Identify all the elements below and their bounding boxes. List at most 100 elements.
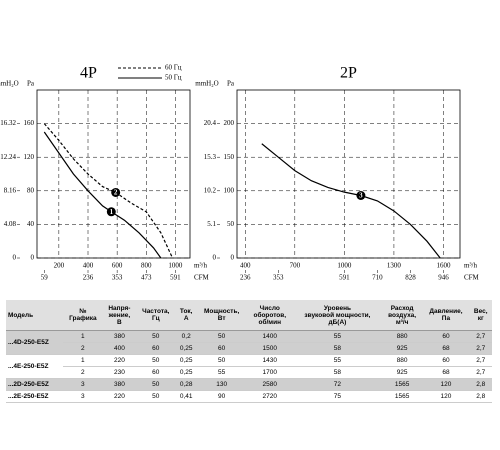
table-cell: 50 (196, 354, 247, 367)
table-cell: 2,7 (469, 342, 492, 355)
table-cell: 60 (135, 342, 176, 355)
plot-frame (236, 89, 461, 259)
y-tick-label: 80 (27, 186, 35, 194)
column-header: Число оборотов, об/мин (246, 300, 293, 331)
x-tick-label: 600 (112, 262, 123, 270)
table-cell: 0,28 (175, 378, 197, 391)
table-cell: 3 (62, 378, 103, 391)
table-cell: 60 (135, 366, 176, 379)
table-cell: 2580 (246, 378, 293, 391)
y-axis-label: Pa (227, 80, 235, 88)
table-cell: 2 (62, 342, 103, 355)
x2-tick-label: 473 (141, 274, 152, 282)
table-cell: 58 (292, 366, 382, 379)
x-tick-label: 400 (83, 262, 94, 270)
x2-tick-label: 710 (372, 274, 383, 282)
legend-label: 50 Гц (165, 74, 182, 82)
table-cell: 50 (135, 354, 176, 367)
table-row: ...2D-250-E5Z 3 380 50 0,28 130 2580 72 1565 120 2… (6, 378, 492, 391)
column-header: Уровень звуковой мощности, дБ(А) (292, 300, 382, 331)
column-header: № Графика (62, 300, 103, 331)
table-cell: 50 (135, 330, 176, 343)
column-header: Напря- жение, В (102, 300, 136, 331)
y-tick-label: 40 (27, 220, 35, 228)
x2-tick-label: 828 (405, 274, 416, 282)
y-tick-label: 160 (24, 119, 35, 127)
column-header: Ток, А (175, 300, 197, 331)
y2-axis-label: mmH₂O (195, 80, 218, 88)
model-cell: ...2D-250-E5Z (6, 378, 63, 391)
table-cell: 380 (102, 378, 136, 391)
table-cell: 2720 (246, 390, 293, 403)
y2-tick-label: 4.08 (4, 220, 17, 228)
table-cell: 220 (102, 390, 136, 403)
model-cell: ...4D-250-E5Z (6, 330, 63, 355)
y2-tick-label: 5.1 (207, 220, 216, 228)
table-row: 2 400 60 0,25 60 1500 58 925 68 2,7 (6, 342, 492, 355)
table-cell: 925 (381, 342, 423, 355)
table-cell: 120 (422, 390, 470, 403)
point-label: 2 (114, 189, 118, 197)
column-header: Частота, Гц (135, 300, 176, 331)
model-cell: ...2E-250-E5Z (6, 390, 63, 403)
table-row: ...4E-250-E5Z 1 220 50 0,25 50 1430 55 880 60 2,7 (6, 354, 492, 379)
column-header: Модель (6, 300, 63, 331)
curve (43, 131, 162, 259)
column-header: Давление, Па (422, 300, 470, 331)
point-label: 3 (359, 192, 363, 200)
x-tick-label: 200 (54, 262, 65, 270)
x-tick-label: 700 (290, 262, 301, 270)
x2-tick-label: 353 (273, 274, 284, 282)
table-cell: 1430 (246, 354, 293, 367)
x-tick-label: 800 (141, 262, 152, 270)
table-row: ...4D-250-E5Z 1 380 50 0,2 50 1400 55 880 60 2,7 (6, 330, 492, 355)
table-row: 2 230 60 0,25 55 1700 58 925 68 2,7 (6, 366, 492, 379)
model-cell: ...4E-250-E5Z (6, 354, 63, 379)
table-cell: 220 (102, 354, 136, 367)
table-cell: 380 (102, 330, 136, 343)
column-header: Вес, кг (469, 300, 492, 331)
y-axis-label: Pa (27, 80, 35, 88)
y2-tick-label: 0 (13, 254, 17, 262)
y2-tick-label: 20.4 (204, 119, 217, 127)
x-axis-label: m³/h (464, 262, 477, 270)
table-cell: 58 (292, 342, 382, 355)
y-tick-label: 0 (31, 254, 35, 262)
y-tick-label: 200 (224, 119, 235, 127)
x2-axis-label: CFM (194, 274, 210, 282)
spec-table: Модель № Графика Напря- жение, В Частота, Г… (6, 300, 492, 403)
table-cell: 2,7 (469, 330, 492, 343)
y2-tick-label: 0 (213, 254, 217, 262)
table-cell: 55 (292, 330, 382, 343)
table-cell: 68 (422, 342, 470, 355)
column-header: Расход воздуха, м³/ч (381, 300, 423, 331)
table-cell: 1400 (246, 330, 293, 343)
operating-point (356, 191, 366, 201)
table-cell: 880 (381, 354, 423, 367)
plot-frame (36, 89, 191, 259)
table-cell: 2,7 (469, 354, 492, 367)
table-cell: 60 (196, 342, 247, 355)
table-cell: 1 (62, 354, 103, 367)
table-cell: 2,8 (469, 378, 492, 391)
table-cell: 72 (292, 378, 382, 391)
table-cell: 1500 (246, 342, 293, 355)
table-cell: 0,25 (175, 342, 197, 355)
table-cell: 50 (135, 378, 176, 391)
table-cell: 0,41 (175, 390, 197, 403)
table-cell: 0,2 (175, 330, 197, 343)
table-cell: 925 (381, 366, 423, 379)
chart-title: 2P (340, 65, 357, 82)
x-tick-label: 1000 (337, 262, 352, 270)
table-cell: 230 (102, 366, 136, 379)
x-tick-label: 1000 (168, 262, 183, 270)
x-tick-label: 400 (240, 262, 251, 270)
table-cell: 1565 (381, 390, 423, 403)
table-cell: 50 (196, 330, 247, 343)
y-tick-label: 0 (231, 254, 235, 262)
table-body: ...4D-250-E5Z 1 380 50 0,2 50 1400 55 880 60 2,7 2 4… (6, 330, 492, 403)
x-tick-label: 1300 (387, 262, 402, 270)
x2-tick-label: 236 (240, 274, 251, 282)
table-cell: 0,25 (175, 366, 197, 379)
